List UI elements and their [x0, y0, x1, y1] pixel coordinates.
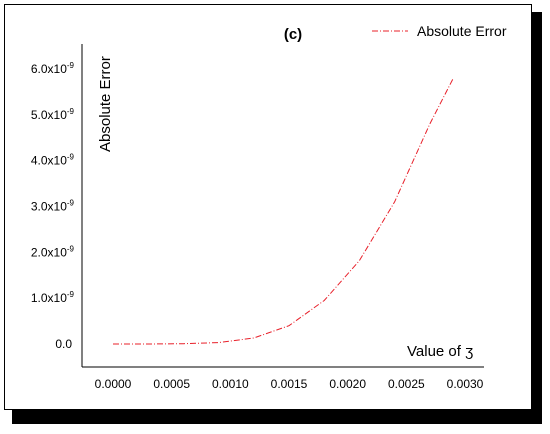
series-layer: [113, 77, 454, 345]
x-axis-title: Value of ʒ: [407, 343, 473, 360]
legend-label: Absolute Error: [417, 23, 507, 39]
x-tick-label: 0.0000: [95, 377, 132, 391]
y-ticks: 0.0 1.0x10-9 2.0x10-9 3.0x10-9 4.0x10-9 5.0x1…: [31, 61, 75, 351]
chart-frame: [4, 4, 532, 410]
y-tick-label: 4.0x10-9: [31, 153, 75, 168]
x-tick-label: 0.0030: [447, 377, 484, 391]
y-tick-label: 5.0x10-9: [31, 107, 75, 122]
x-tick-label: 0.0020: [329, 377, 366, 391]
x-tick-label: 0.0005: [153, 377, 190, 391]
x-ticks: 0.0000 0.0005 0.0010 0.0015 0.0020 0.0025 0.00…: [95, 377, 484, 391]
y-tick-label: 3.0x10-9: [31, 199, 75, 214]
chart-title: (c): [284, 26, 302, 43]
axes: [81, 44, 484, 368]
x-tick-label: 0.0025: [388, 377, 425, 391]
y-tick-label: 2.0x10-9: [31, 244, 75, 259]
y-axis-title: Absolute Error: [97, 56, 114, 152]
legend: Absolute Error: [372, 23, 507, 39]
y-tick-label: 6.0x10-9: [31, 61, 75, 76]
y-tick-label: 0.0: [55, 337, 72, 351]
x-tick-label: 0.0015: [271, 377, 308, 391]
x-tick-label: 0.0010: [212, 377, 249, 391]
series-line: [113, 77, 454, 345]
y-tick-label: 1.0x10-9: [31, 290, 75, 305]
